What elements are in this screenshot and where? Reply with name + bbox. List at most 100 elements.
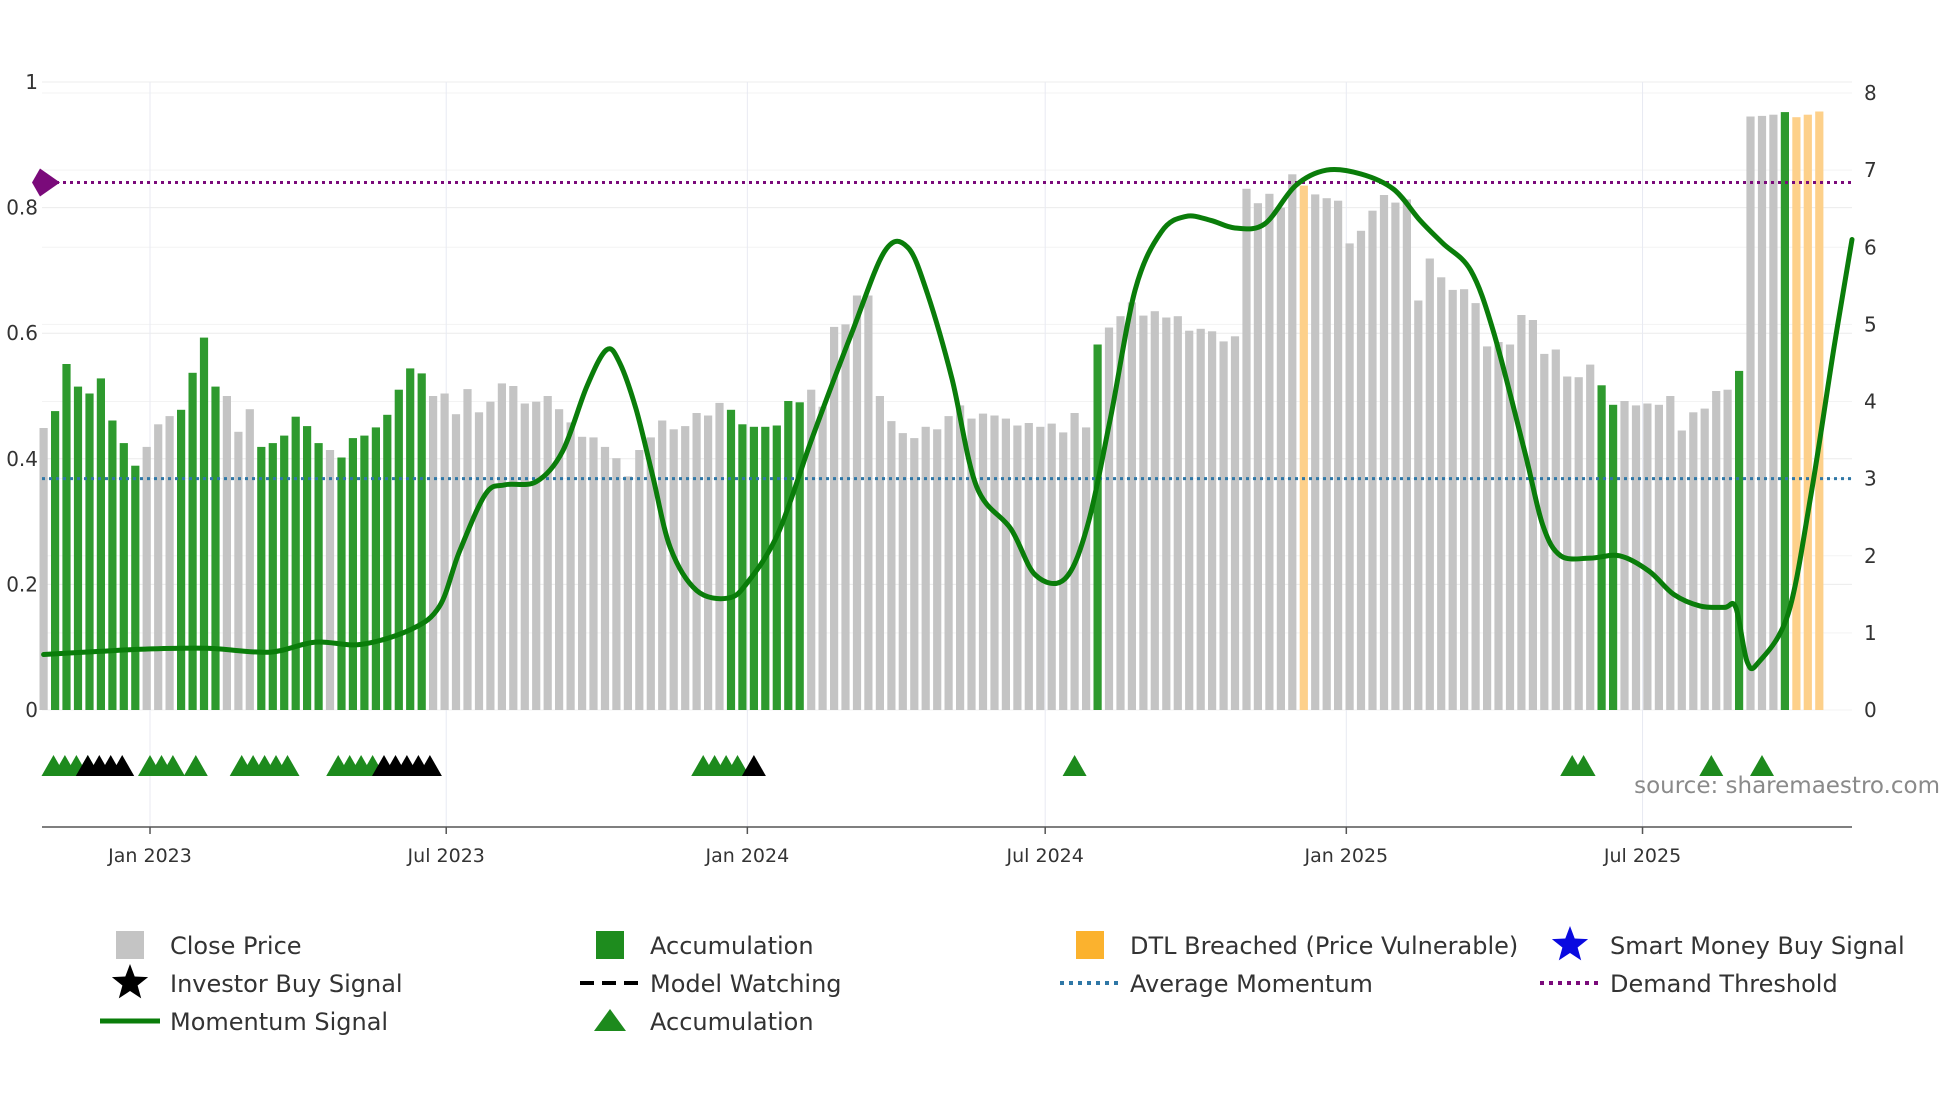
accumulation-marker bbox=[1750, 755, 1774, 776]
accumulation-marker bbox=[725, 755, 750, 776]
close-price-bar bbox=[1574, 377, 1583, 710]
accumulation-bar bbox=[749, 426, 758, 710]
close-price-bar bbox=[1643, 403, 1652, 710]
close-price-bar bbox=[852, 295, 862, 710]
close-price-bar bbox=[1483, 346, 1492, 710]
legend-dtl-swatch bbox=[1076, 931, 1104, 959]
close-price-bar bbox=[520, 403, 529, 710]
right-axis-tick-label: 8 bbox=[1864, 81, 1877, 105]
close-price-bar bbox=[578, 436, 587, 710]
legend-label: DTL Breached (Price Vulnerable) bbox=[1130, 932, 1518, 960]
close-price-bar bbox=[1563, 376, 1572, 710]
accumulation-bar bbox=[1780, 112, 1789, 711]
accumulation-marker bbox=[183, 755, 208, 776]
close-price-bar bbox=[910, 438, 919, 710]
accumulation-bar bbox=[280, 435, 289, 710]
close-price-bar bbox=[635, 450, 644, 710]
close-price-bar bbox=[154, 424, 163, 710]
close-price-bar bbox=[1036, 426, 1045, 710]
close-price-bar bbox=[830, 326, 839, 710]
close-price-bar bbox=[933, 429, 942, 710]
accumulation-bar bbox=[199, 337, 209, 710]
close-price-bar bbox=[39, 428, 48, 710]
close-price-bar bbox=[921, 426, 930, 710]
close-price-bar bbox=[1047, 423, 1056, 710]
close-price-bar bbox=[1437, 277, 1446, 710]
right-axis-tick-label: 0 bbox=[1864, 698, 1877, 722]
close-price-bar bbox=[1425, 258, 1434, 710]
accumulation-bar bbox=[726, 409, 736, 710]
close-price-bar bbox=[1104, 327, 1114, 710]
x-axis-tick-label: Jan 2023 bbox=[107, 845, 192, 867]
close-price-bar bbox=[1356, 230, 1366, 711]
accumulation-bar bbox=[257, 446, 266, 710]
left-axis-tick-label: 0.2 bbox=[6, 572, 38, 596]
accumulation-bar bbox=[131, 465, 140, 710]
close-price-bar bbox=[956, 405, 965, 710]
legend-smart-money-star-icon bbox=[1551, 926, 1589, 961]
dtl-breached-bar bbox=[1815, 111, 1824, 710]
close-price-bar bbox=[1276, 207, 1285, 710]
close-price-bar bbox=[1139, 315, 1148, 710]
bars-layer bbox=[39, 111, 1824, 711]
close-price-bar bbox=[1059, 432, 1068, 710]
accumulation-bar bbox=[371, 427, 380, 710]
close-price-bar bbox=[1494, 342, 1503, 710]
accumulation-bar bbox=[383, 414, 392, 710]
close-price-bar bbox=[325, 450, 335, 710]
close-price-bar bbox=[1253, 203, 1262, 710]
left-axis-tick-label: 0.6 bbox=[6, 321, 38, 345]
close-price-bar bbox=[1517, 315, 1526, 710]
close-price-bar bbox=[1150, 311, 1159, 710]
accumulation-bar bbox=[394, 389, 403, 710]
close-price-bar bbox=[440, 393, 449, 710]
accumulation-bar bbox=[337, 457, 346, 710]
close-price-bar bbox=[1586, 364, 1595, 710]
close-price-bar bbox=[818, 406, 827, 710]
close-price-bar bbox=[245, 409, 254, 710]
accumulation-bar bbox=[73, 386, 83, 710]
accumulation-bar bbox=[177, 409, 186, 710]
close-price-bar bbox=[142, 446, 151, 710]
legend-label: Demand Threshold bbox=[1610, 970, 1838, 998]
dtl-breached-bar bbox=[1803, 114, 1812, 710]
accumulation-bar bbox=[119, 443, 128, 710]
close-price-bar bbox=[623, 476, 632, 710]
right-axis-tick-label: 3 bbox=[1864, 467, 1877, 491]
close-price-bar bbox=[1082, 427, 1091, 710]
close-price-bar bbox=[1322, 198, 1331, 710]
accumulation-marker bbox=[160, 755, 185, 776]
left-axis-tick-label: 0.8 bbox=[6, 196, 38, 220]
dtl-breached-bar bbox=[1299, 185, 1308, 711]
close-price-bar bbox=[1368, 210, 1377, 710]
close-price-bar bbox=[1746, 116, 1755, 710]
close-price-bar bbox=[474, 412, 484, 710]
axes-layer: 0 0.2 0.4 0.6 0.8 1 0 1 2 3 4 5 6 7 8 Jan 2023 Jul 2023 J… bbox=[6, 70, 1877, 867]
accumulation-bar bbox=[348, 438, 357, 710]
dtl-breached-bar bbox=[1792, 117, 1801, 710]
close-price-bar bbox=[715, 402, 724, 710]
close-price-bar bbox=[944, 416, 953, 710]
close-price-bar bbox=[234, 431, 243, 710]
right-axis-tick-label: 5 bbox=[1864, 312, 1877, 336]
close-price-bar bbox=[600, 446, 610, 710]
legend-accumulation-triangle-icon bbox=[594, 1009, 626, 1031]
close-price-bar bbox=[704, 415, 713, 710]
close-price-bar bbox=[1288, 174, 1297, 711]
close-price-bar bbox=[898, 433, 907, 710]
close-price-bar bbox=[1757, 115, 1767, 710]
close-price-bar bbox=[875, 396, 884, 710]
investor-buy-marker bbox=[110, 755, 135, 776]
accumulation-bar bbox=[772, 425, 781, 710]
close-price-bar bbox=[486, 401, 495, 710]
accumulation-bar bbox=[1093, 344, 1102, 710]
accumulation-bar bbox=[314, 443, 323, 710]
accumulation-bar bbox=[268, 443, 277, 710]
close-price-bar bbox=[1162, 317, 1171, 710]
right-axis-tick-label: 7 bbox=[1864, 158, 1877, 182]
close-price-bar bbox=[1414, 300, 1423, 710]
accumulation-marker bbox=[1062, 755, 1087, 776]
close-price-bar bbox=[463, 389, 472, 710]
